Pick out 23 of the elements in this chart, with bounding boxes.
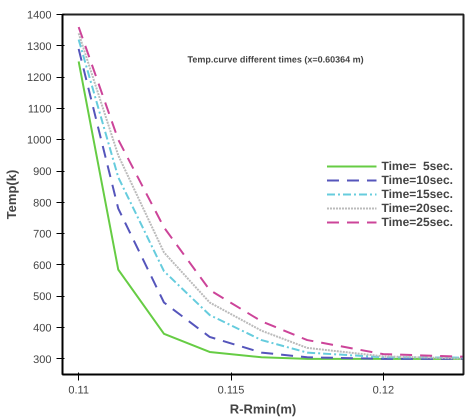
y-tick-label: 800: [33, 197, 52, 210]
y-tick-label: 400: [33, 322, 52, 335]
y-tick-label: 1000: [27, 134, 52, 147]
y-tick-label: 1400: [27, 10, 52, 22]
legend-label: Time= 5sec.: [381, 159, 453, 173]
legend-label: Time=10sec.: [381, 173, 453, 187]
y-tick-label: 700: [33, 228, 52, 241]
legend-label: Time=15sec.: [381, 187, 453, 201]
x-axis-title: R-Rmin(m): [230, 402, 296, 416]
y-tick-label: 900: [33, 166, 52, 178]
y-tick-label: 300: [33, 354, 52, 366]
legend-label: Time=20sec.: [381, 201, 453, 215]
text: Temp.curve different times (x=0.60364 m): [188, 54, 364, 64]
y-tick-label: 1300: [27, 40, 52, 53]
y-axis-title: Temp(k): [4, 170, 20, 220]
y-tick-label: 1200: [27, 72, 52, 84]
x-tick-label: 0.11: [68, 384, 89, 396]
y-tick-label: 1100: [28, 103, 52, 116]
y-tick-label: 500: [33, 291, 52, 304]
x-tick-label: 0.115: [218, 384, 244, 396]
y-tick-label: 600: [33, 260, 52, 272]
x-tick-label: 0.12: [372, 384, 394, 396]
legend-label: Time=25sec.: [381, 215, 453, 229]
